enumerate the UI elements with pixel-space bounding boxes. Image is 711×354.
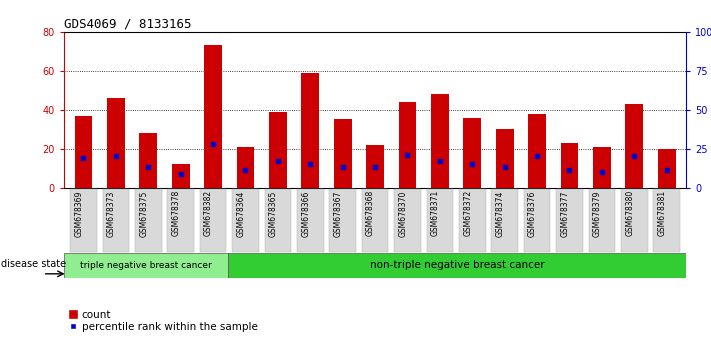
Bar (228, 253, 686, 278)
FancyBboxPatch shape (427, 189, 453, 252)
FancyBboxPatch shape (70, 189, 97, 252)
Bar (464, 118, 481, 188)
Bar (301, 73, 319, 188)
Text: GSM678368: GSM678368 (366, 190, 375, 236)
Text: GSM678375: GSM678375 (139, 190, 148, 236)
Text: disease state: disease state (1, 259, 67, 269)
Bar (528, 114, 546, 188)
Text: GSM678374: GSM678374 (496, 190, 505, 236)
Bar (366, 145, 384, 188)
Bar (593, 147, 611, 188)
FancyBboxPatch shape (102, 189, 129, 252)
Bar (75, 115, 92, 188)
Bar (64, 253, 228, 278)
FancyBboxPatch shape (459, 189, 486, 252)
Bar (204, 46, 222, 188)
Text: GDS4069 / 8133165: GDS4069 / 8133165 (64, 18, 191, 31)
Text: GSM678371: GSM678371 (431, 190, 440, 236)
FancyBboxPatch shape (264, 189, 291, 252)
Text: GSM678365: GSM678365 (269, 190, 278, 236)
FancyBboxPatch shape (394, 189, 421, 252)
Bar (172, 164, 190, 188)
Text: GSM678376: GSM678376 (528, 190, 537, 236)
Bar (431, 94, 449, 188)
FancyBboxPatch shape (556, 189, 583, 252)
FancyBboxPatch shape (167, 189, 194, 252)
Text: GSM678381: GSM678381 (658, 190, 667, 236)
Legend: count, percentile rank within the sample: count, percentile rank within the sample (69, 310, 257, 332)
FancyBboxPatch shape (232, 189, 259, 252)
Bar (658, 149, 675, 188)
Text: GSM678364: GSM678364 (237, 190, 245, 236)
FancyBboxPatch shape (653, 189, 680, 252)
Text: GSM678377: GSM678377 (560, 190, 570, 236)
Text: GSM678366: GSM678366 (301, 190, 310, 236)
Text: GSM678369: GSM678369 (75, 190, 83, 236)
Bar (333, 120, 351, 188)
Text: non-triple negative breast cancer: non-triple negative breast cancer (370, 261, 544, 270)
Text: GSM678372: GSM678372 (464, 190, 472, 236)
Text: GSM678378: GSM678378 (171, 190, 181, 236)
FancyBboxPatch shape (589, 189, 615, 252)
Text: GSM678370: GSM678370 (398, 190, 407, 236)
Bar (107, 98, 124, 188)
FancyBboxPatch shape (135, 189, 161, 252)
Bar (237, 147, 255, 188)
Bar (269, 112, 287, 188)
Bar (496, 129, 513, 188)
Bar (399, 102, 417, 188)
Text: GSM678382: GSM678382 (204, 190, 213, 236)
Bar (626, 104, 643, 188)
Text: triple negative breast cancer: triple negative breast cancer (80, 261, 212, 270)
FancyBboxPatch shape (329, 189, 356, 252)
FancyBboxPatch shape (200, 189, 226, 252)
FancyBboxPatch shape (524, 189, 550, 252)
Text: GSM678373: GSM678373 (107, 190, 116, 236)
FancyBboxPatch shape (297, 189, 324, 252)
Bar (560, 143, 578, 188)
Text: GSM678379: GSM678379 (593, 190, 602, 236)
FancyBboxPatch shape (621, 189, 648, 252)
Text: GSM678367: GSM678367 (333, 190, 343, 236)
FancyBboxPatch shape (491, 189, 518, 252)
FancyBboxPatch shape (362, 189, 388, 252)
Text: GSM678380: GSM678380 (625, 190, 634, 236)
Bar (139, 133, 157, 188)
